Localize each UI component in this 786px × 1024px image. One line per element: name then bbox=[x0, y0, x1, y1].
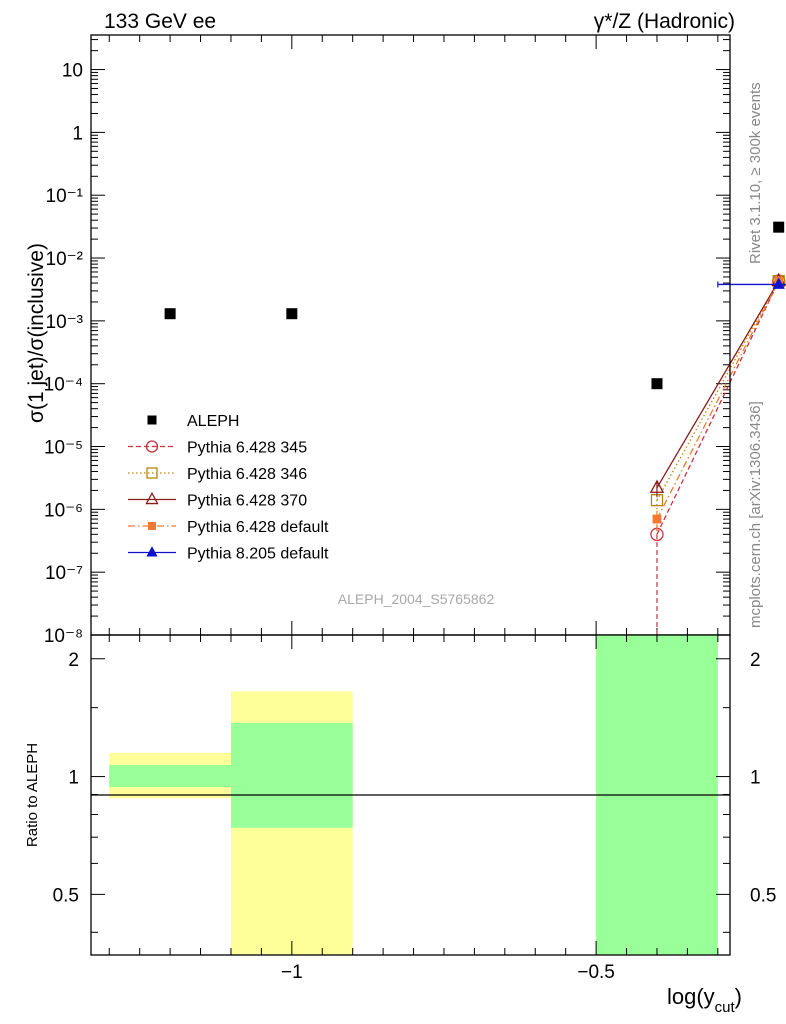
ratio-y-tick-label-right: 2 bbox=[750, 650, 761, 671]
ratio-green-band bbox=[109, 765, 231, 788]
legend-marker bbox=[145, 491, 159, 505]
legend-label: ALEPH bbox=[187, 413, 239, 430]
legend-marker bbox=[145, 440, 159, 453]
header-left: 133 GeV ee bbox=[104, 10, 216, 33]
legend-entry-3: Pythia 6.428 370 bbox=[128, 491, 307, 510]
ratio-axis-ticks: −1 −0.5 0.5 0.5 1 1 2 2 bbox=[53, 635, 776, 983]
main-y-tick-label: 10⁻³ bbox=[46, 312, 84, 333]
header-right: γ*/Z (Hadronic) bbox=[594, 10, 735, 33]
legend-label: Pythia 6.428 370 bbox=[187, 493, 307, 510]
legend-marker bbox=[148, 522, 156, 530]
main-y-tick-label: 10⁻¹ bbox=[46, 186, 84, 207]
legend-entry-1: Pythia 6.428 345 bbox=[128, 440, 307, 457]
main-y-tick-label: 10⁻² bbox=[46, 249, 84, 270]
ratio-y-tick-label: 2 bbox=[68, 650, 79, 671]
aleph-data-point bbox=[164, 308, 176, 320]
mc-point bbox=[772, 277, 785, 289]
mc-series-line bbox=[656, 280, 780, 535]
legend-label: Pythia 6.428 default bbox=[187, 519, 329, 536]
aleph-data-point bbox=[286, 308, 298, 320]
main-y-tick-label: 10 bbox=[62, 61, 83, 82]
legend-entry-2: Pythia 6.428 346 bbox=[128, 466, 307, 483]
legend-entry-5: Pythia 8.205 default bbox=[128, 546, 329, 563]
mc-series-line bbox=[656, 280, 780, 501]
x-axis-title: log(ycut) bbox=[667, 984, 742, 1016]
legend-label: Pythia 8.205 default bbox=[187, 546, 329, 563]
ratio-y-tick-label-right: 0.5 bbox=[750, 885, 776, 906]
legend-marker bbox=[146, 467, 158, 479]
main-y-tick-label: 10⁻⁵ bbox=[44, 438, 83, 459]
mc-series-line bbox=[656, 280, 780, 489]
ratio-y-axis-title: Ratio to ALEPH bbox=[24, 743, 41, 847]
legend: ALEPH Pythia 6.428 345 Pythia 6.428 346 Pyt… bbox=[128, 413, 329, 563]
ratio-y-tick-label: 1 bbox=[68, 768, 79, 789]
x-tick-label: −0.5 bbox=[577, 962, 615, 983]
legend-marker bbox=[147, 415, 157, 425]
mc-point bbox=[652, 514, 662, 524]
ratio-y-tick-label: 0.5 bbox=[53, 885, 79, 906]
main-series-group bbox=[164, 221, 786, 635]
mc-series-0 bbox=[650, 274, 786, 635]
analysis-watermark: ALEPH_2004_S5765862 bbox=[338, 591, 495, 607]
main-y-axis-title: σ(1 jet)/σ(inclusive) bbox=[25, 243, 48, 423]
ratio-green-band bbox=[230, 723, 353, 828]
legend-marker bbox=[146, 546, 158, 557]
ratio-plot-frame bbox=[90, 634, 731, 956]
main-y-tick-label: 10⁻⁷ bbox=[45, 563, 83, 584]
aleph-data-point bbox=[651, 378, 663, 390]
mcplots-label: mcplots.cern.ch [arXiv:1306.3436] bbox=[747, 401, 764, 628]
main-y-tick-label: 1 bbox=[72, 123, 83, 144]
main-y-tick-label: 10⁻⁴ bbox=[44, 375, 83, 396]
legend-label: Pythia 6.428 345 bbox=[187, 440, 307, 457]
mc-series-line bbox=[656, 280, 780, 520]
rivet-label: Rivet 3.1.10, ≥ 300k events bbox=[747, 82, 764, 264]
main-y-tick-label: 10⁻⁸ bbox=[44, 626, 83, 647]
x-tick-label: −1 bbox=[281, 962, 303, 983]
aleph-data-point bbox=[773, 221, 785, 233]
legend-entry-4: Pythia 6.428 default bbox=[128, 519, 329, 536]
ratio-y-tick-label-right: 1 bbox=[750, 768, 761, 789]
legend-label: Pythia 6.428 346 bbox=[187, 466, 307, 483]
aleph-data-points bbox=[164, 221, 785, 390]
mc-series-4 bbox=[717, 277, 786, 289]
main-axis-ticks: 10⁻⁸ 10⁻⁷ 10⁻⁶ 10⁻⁵ 10⁻⁴ 10⁻³ 10⁻² 10⁻¹ 1 10 bbox=[44, 35, 730, 647]
mc-point bbox=[649, 479, 665, 493]
main-y-tick-label: 10⁻⁶ bbox=[44, 500, 83, 521]
legend-entry-0: ALEPH bbox=[147, 413, 239, 430]
